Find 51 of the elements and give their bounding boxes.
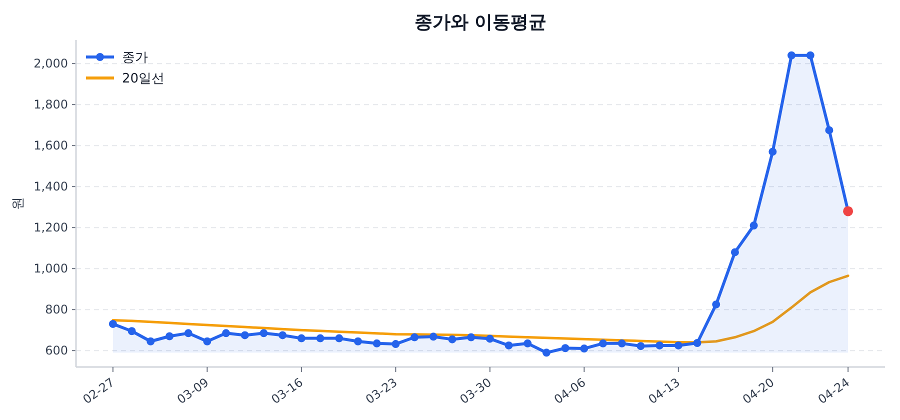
point	[768, 148, 777, 156]
point	[203, 337, 212, 346]
point	[712, 300, 720, 308]
point	[580, 344, 588, 353]
point	[165, 332, 174, 340]
legend-label: 20일선	[122, 72, 165, 86]
point	[730, 248, 739, 256]
point	[825, 126, 834, 134]
y-tick-label: 600	[45, 344, 68, 358]
point	[674, 341, 682, 350]
point	[297, 334, 306, 342]
point	[354, 337, 362, 346]
point	[806, 51, 814, 60]
y-tick-label: 2,000	[34, 56, 68, 71]
point	[222, 329, 230, 338]
point	[184, 329, 192, 338]
point	[542, 348, 550, 357]
point	[278, 331, 287, 340]
point	[448, 335, 456, 344]
chart-title: 종가와 이동평균	[414, 12, 547, 33]
point	[636, 342, 645, 350]
y-tick-label: 1,200	[34, 220, 68, 235]
point	[599, 339, 608, 348]
point	[335, 334, 344, 342]
point	[504, 341, 513, 350]
y-tick-label: 1,800	[34, 98, 68, 112]
point	[486, 334, 494, 343]
point	[788, 51, 796, 60]
point	[410, 333, 419, 342]
point	[750, 222, 758, 230]
point	[693, 339, 702, 348]
legend-label: 종가	[122, 50, 148, 66]
point	[561, 344, 570, 352]
point	[108, 320, 117, 328]
point	[429, 332, 438, 341]
point	[618, 339, 626, 348]
y-tick-label: 1,400	[34, 180, 68, 194]
point	[392, 340, 400, 348]
point	[128, 327, 136, 336]
point	[260, 329, 268, 338]
point	[316, 334, 324, 342]
y-tick-label: 1,600	[34, 138, 68, 153]
point	[467, 333, 476, 342]
point	[524, 339, 532, 348]
y-tick-label: 800	[45, 302, 68, 317]
point	[146, 337, 155, 346]
point	[372, 339, 381, 348]
point	[240, 331, 249, 340]
y-tick-label: 1,000	[34, 262, 68, 276]
y-axis-title: 원	[11, 197, 26, 210]
point	[656, 341, 664, 350]
